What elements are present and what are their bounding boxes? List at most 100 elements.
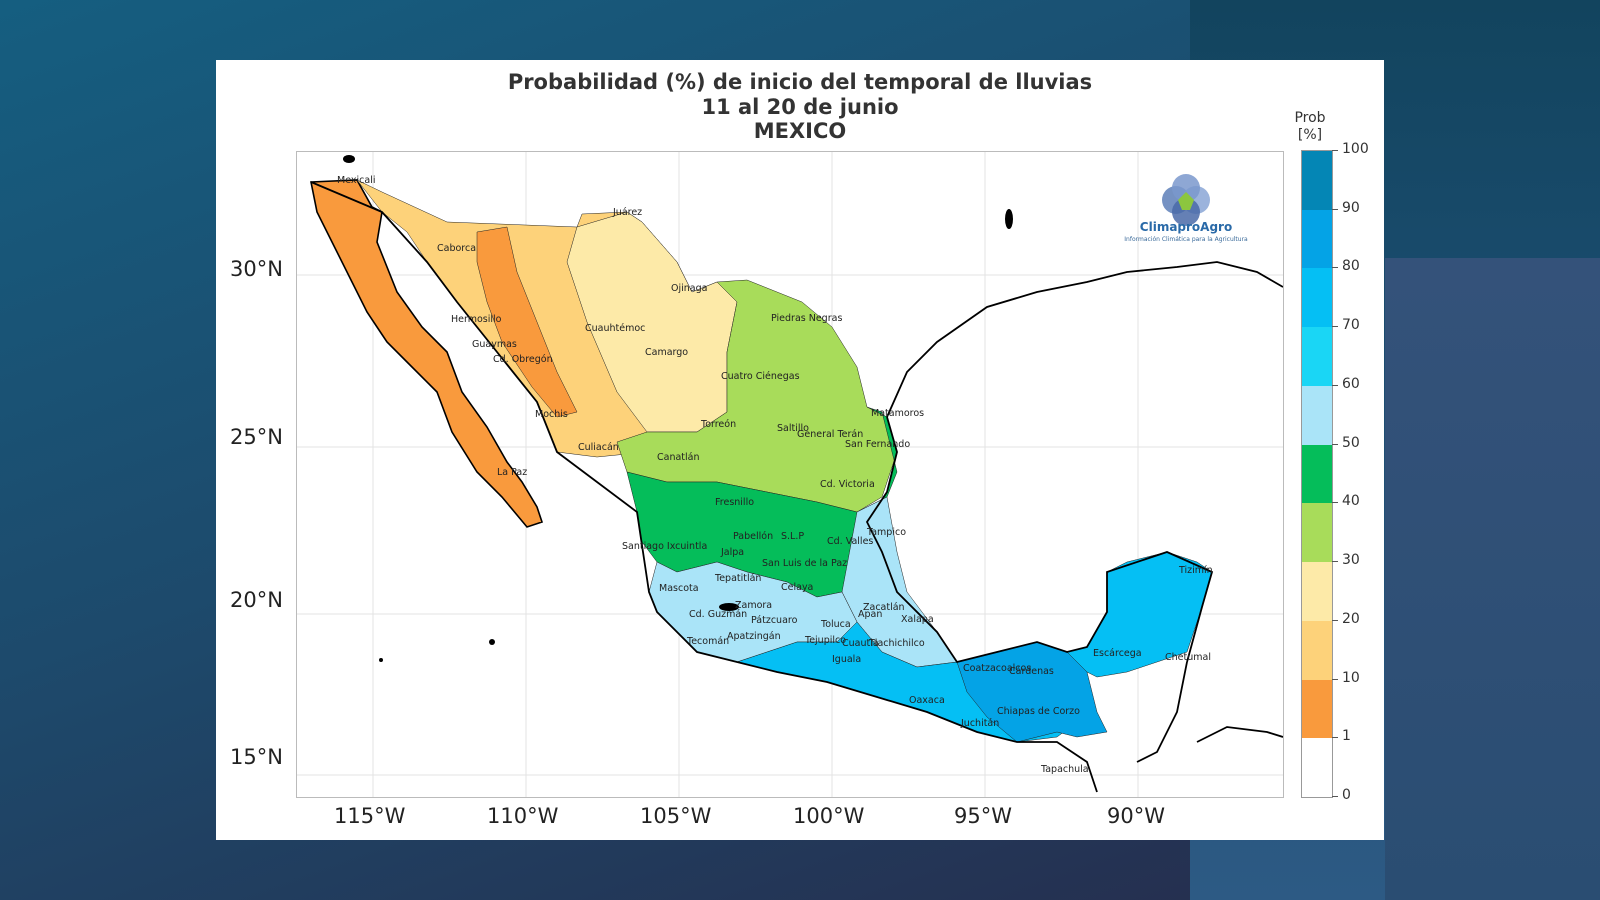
colorbar-segment	[1302, 327, 1332, 386]
colorbar-tick-label: 70	[1342, 317, 1360, 334]
colorbar-tick-mark	[1332, 619, 1338, 621]
city-label: Pabellón	[733, 531, 773, 542]
city-label: Matamoros	[871, 408, 924, 419]
map-figure: Probabilidad (%) de inicio del temporal …	[216, 60, 1384, 840]
city-label: Culiacán	[578, 442, 619, 453]
colorbar-tick-label: 90	[1342, 199, 1360, 216]
colorbar-tick-mark	[1332, 208, 1338, 210]
colorbar-tick-mark	[1332, 502, 1338, 504]
city-label: Piedras Negras	[771, 313, 842, 324]
colorbar-tick-mark	[1332, 678, 1338, 680]
city-label: San Fernando	[845, 439, 910, 450]
city-label: Cd. Obregón	[493, 354, 553, 365]
colorbar-tick-label: 80	[1342, 258, 1360, 275]
lon-label-90: 90°W	[1107, 804, 1165, 828]
city-label: Apatzingán	[727, 631, 781, 642]
lon-label-95: 95°W	[954, 804, 1012, 828]
city-label: Tejupilco	[804, 635, 846, 646]
city-label: Iguala	[832, 654, 861, 665]
city-label: San Luis de la Paz	[762, 558, 847, 569]
colorbar-tick-mark	[1332, 150, 1338, 151]
baja-california-region	[310, 179, 544, 528]
city-label: Santiago Ixcuintla	[622, 541, 707, 552]
lon-label-115: 115°W	[334, 804, 406, 828]
city-label: Cuatro Ciénegas	[721, 371, 800, 382]
logo-tagline: Información Climática para la Agricultur…	[1124, 236, 1248, 243]
colorbar-segment	[1302, 679, 1332, 739]
map-title: Probabilidad (%) de inicio del temporal …	[507, 70, 1093, 94]
city-label: Ojinaga	[671, 283, 707, 294]
city-label: Mexicali	[337, 175, 375, 186]
city-label: Hermosillo	[451, 314, 502, 325]
colorbar	[1301, 150, 1333, 798]
lon-label-110: 110°W	[487, 804, 559, 828]
colorbar-segment	[1302, 562, 1332, 621]
city-label: Camargo	[645, 347, 688, 358]
city-label: Cuautla	[842, 638, 879, 649]
colorbar-segment	[1302, 268, 1332, 328]
city-labels: Mexicali Juárez Caborca Ojinaga Hermosil…	[337, 175, 1213, 775]
colorbar-tick-mark	[1332, 384, 1338, 386]
coastlines	[310, 181, 1283, 793]
city-label: Zacatlán	[863, 602, 905, 613]
logo-name: ClimaproAgro	[1139, 220, 1233, 234]
city-label: Apan	[858, 609, 882, 620]
lat-label-15: 15°N	[230, 745, 283, 769]
map-subtitle-dates: 11 al 20 de junio	[701, 95, 899, 119]
colorbar-tick-label: 50	[1342, 434, 1360, 451]
city-label: Xalapa	[901, 614, 934, 625]
city-label: Juárez	[612, 207, 642, 218]
colorbar-title-line2: [%]	[1297, 127, 1323, 143]
colorbar-tick-mark	[1332, 796, 1338, 797]
city-label: Tecomán	[686, 636, 729, 647]
lat-label-25: 25°N	[230, 425, 283, 449]
city-label: Coatzacoalcos	[963, 663, 1031, 674]
colorbar-tick-label: 100	[1342, 141, 1369, 157]
city-label: Mochis	[535, 409, 568, 420]
city-label: Cd. Valles	[827, 536, 873, 547]
city-label: Escárcega	[1093, 648, 1142, 659]
city-label: Cárdenas	[1009, 666, 1054, 677]
city-label: La Paz	[497, 467, 527, 478]
map-area[interactable]: Mexicali Juárez Caborca Ojinaga Hermosil…	[296, 151, 1284, 798]
colorbar-tick-mark	[1332, 561, 1338, 563]
colorbar-tick-mark	[1332, 326, 1338, 328]
city-label: Celaya	[781, 582, 813, 593]
city-label: Cd. Guzmán	[689, 609, 747, 620]
city-label: Cd. Victoria	[820, 479, 875, 490]
climaproagro-logo	[1162, 174, 1210, 226]
city-label: Pátzcuaro	[751, 615, 798, 626]
colorbar-tick-label: 40	[1342, 493, 1360, 510]
colorbar-segment	[1302, 503, 1332, 563]
city-label: Fresnillo	[715, 497, 754, 508]
mexico-probability-map: Mexicali Juárez Caborca Ojinaga Hermosil…	[297, 152, 1283, 797]
colorbar-tick-mark	[1332, 737, 1338, 739]
colorbar-segment	[1302, 620, 1332, 680]
colorbar-tick-mark	[1332, 267, 1338, 269]
city-label: Tizimín	[1178, 565, 1213, 576]
colorbar-segment	[1302, 444, 1332, 504]
city-label: Jalpa	[720, 547, 744, 558]
city-label: Chiapas de Corzo	[997, 706, 1080, 717]
colorbar-segment	[1302, 385, 1332, 445]
colorbar-tick-label: 30	[1342, 552, 1360, 569]
colorbar-tick-label: 60	[1342, 375, 1360, 392]
city-label: Torreón	[700, 419, 736, 430]
city-label: Chetumal	[1165, 652, 1211, 663]
lakes-islands	[343, 155, 1013, 662]
colorbar-tick-mark	[1332, 443, 1338, 445]
lat-label-30: 30°N	[230, 257, 283, 281]
colorbar-segment	[1302, 738, 1332, 797]
city-label: Toluca	[820, 619, 851, 630]
city-label: Mascota	[659, 583, 699, 594]
colorbar-tick-label: 1	[1342, 728, 1351, 745]
colorbar-tick-label: 0	[1342, 787, 1351, 803]
city-label: Tlachichilco	[868, 638, 925, 649]
city-label: Oaxaca	[909, 695, 945, 706]
city-label: Zamora	[735, 600, 772, 611]
city-label: Canatlán	[657, 452, 700, 463]
city-label: Juchitán	[960, 718, 999, 729]
city-label: Tampico	[866, 527, 906, 538]
sonora-coast-1-10	[476, 226, 578, 418]
city-label: Caborca	[437, 243, 476, 254]
